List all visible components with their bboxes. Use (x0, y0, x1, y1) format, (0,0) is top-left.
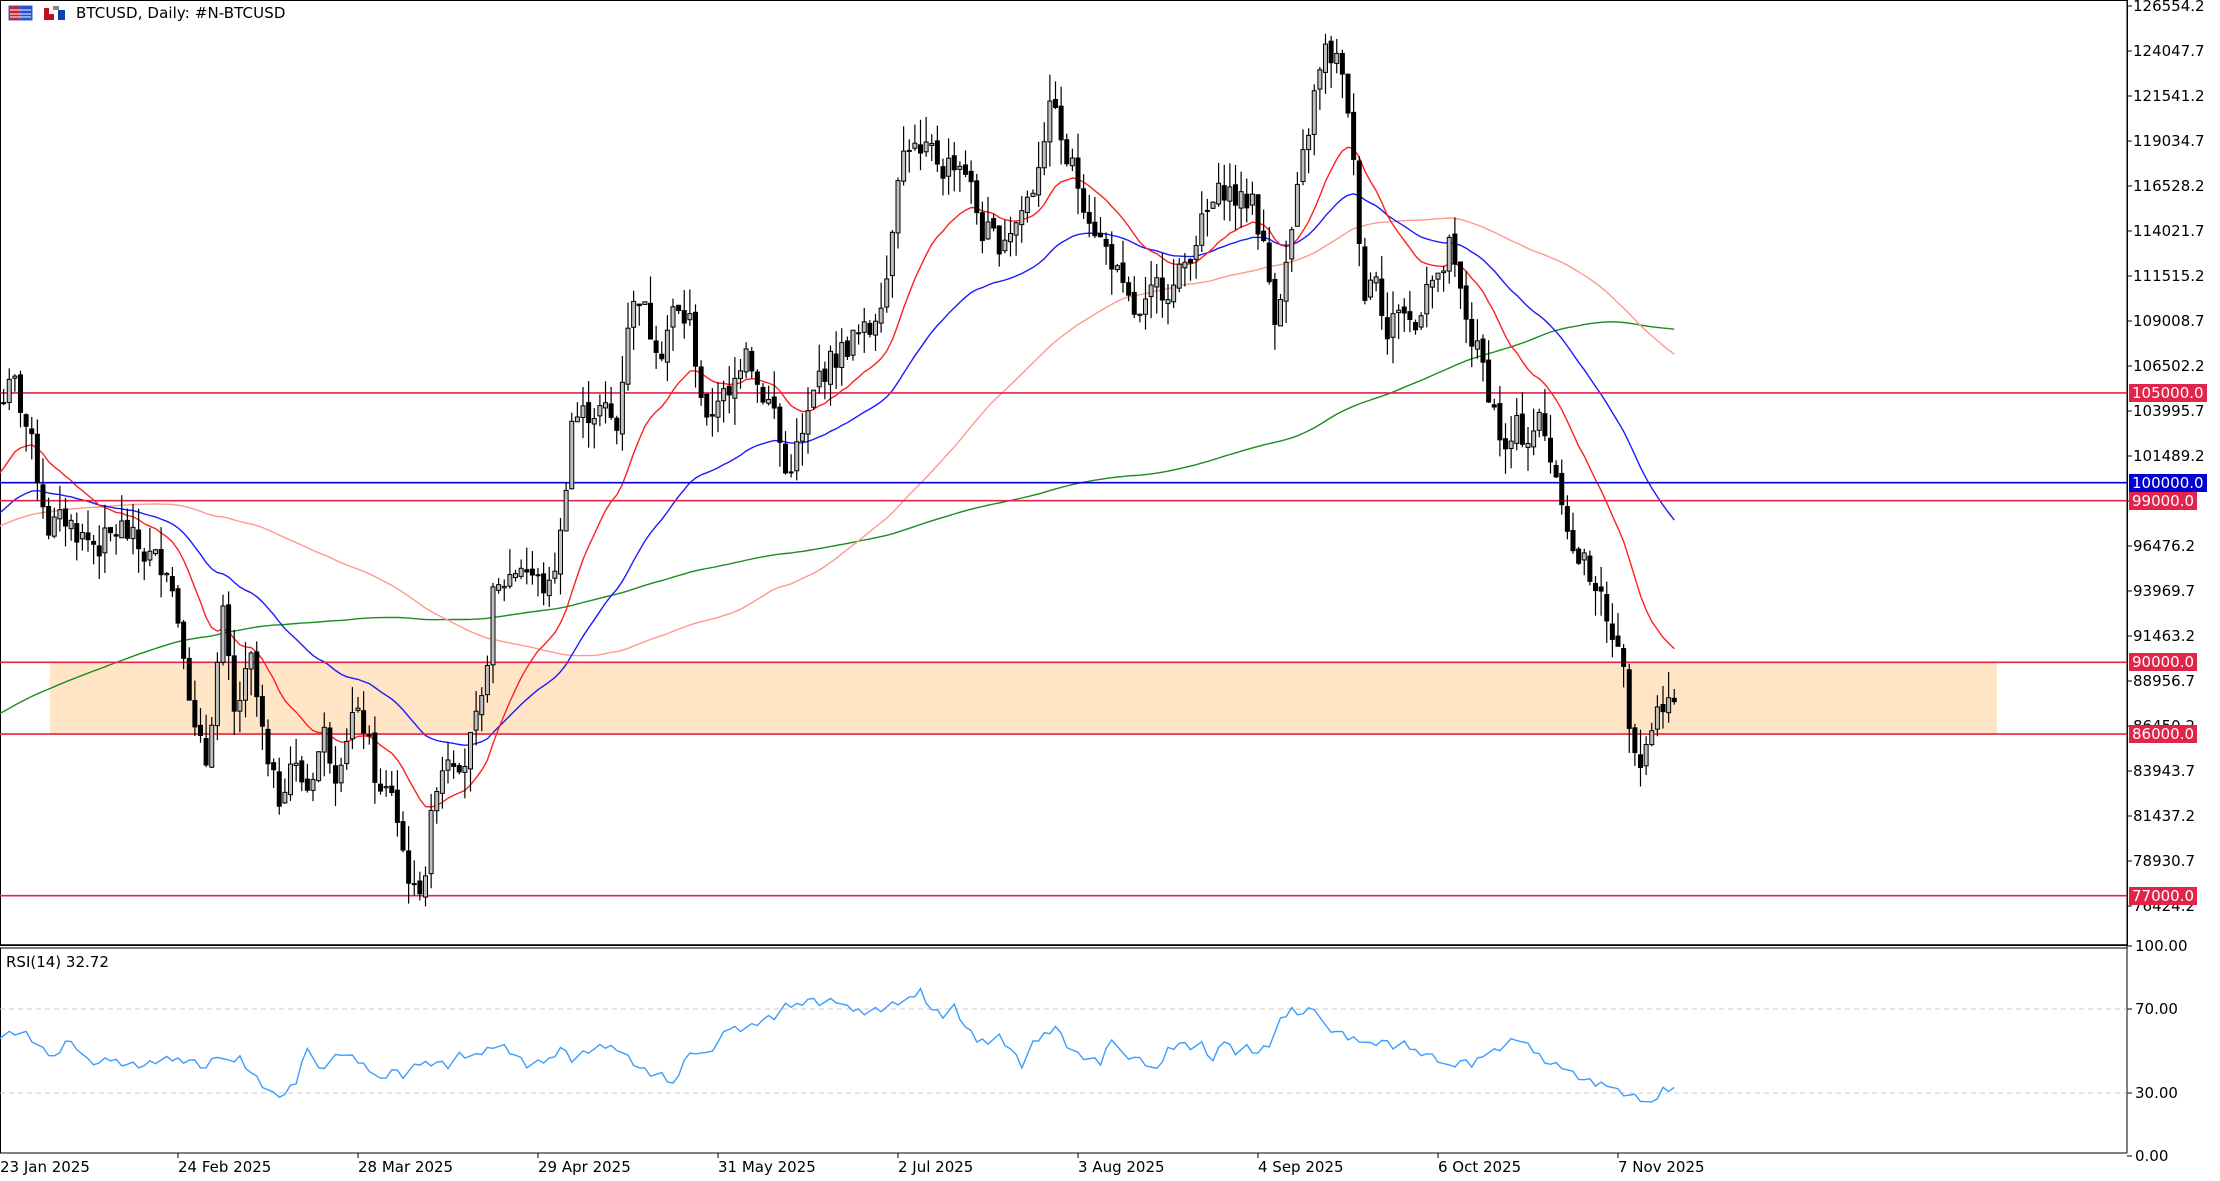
price-tick-label: 91463.2 (2133, 627, 2196, 645)
date-tick-label: 24 Feb 2025 (178, 1158, 272, 1176)
price-tick-label: 116528.2 (2133, 177, 2205, 195)
price-level-tag[interactable]: 90000.0 (2129, 653, 2198, 672)
price-level-tag[interactable]: 100000.0 (2129, 473, 2207, 492)
price-tick-label: 106502.2 (2133, 357, 2205, 375)
price-level-tag[interactable]: 77000.0 (2129, 886, 2198, 905)
date-tick-label: 29 Apr 2025 (538, 1158, 631, 1176)
date-tick-label: 6 Oct 2025 (1438, 1158, 1522, 1176)
price-tick-label: 109008.7 (2133, 312, 2205, 330)
date-tick-label: 28 Mar 2025 (358, 1158, 454, 1176)
rsi-tick-label: 70.00 (2135, 1000, 2178, 1018)
price-tick-label: 124047.7 (2133, 42, 2205, 60)
rsi-tick-label: 30.00 (2135, 1084, 2178, 1102)
date-tick-label: 23 Jan 2025 (0, 1158, 90, 1176)
ma-mid-line[interactable] (0, 193, 1675, 747)
rsi-indicator-label: RSI(14) 32.72 (6, 953, 109, 971)
candlesticks (0, 33, 1677, 907)
ma-fast-line[interactable] (0, 146, 1675, 808)
price-tick-label: 121541.2 (2133, 87, 2205, 105)
price-tick-label: 111515.2 (2133, 267, 2205, 285)
price-level-tag[interactable]: 99000.0 (2129, 491, 2198, 510)
price-tick-label: 114021.7 (2133, 222, 2205, 240)
rsi-tick-label: 0.00 (2135, 1147, 2169, 1165)
ma-200-line[interactable] (0, 321, 1675, 715)
date-tick-label: 7 Nov 2025 (1618, 1158, 1705, 1176)
price-tick-label: 88956.7 (2133, 672, 2196, 690)
price-tick-label: 93969.7 (2133, 582, 2196, 600)
price-level-tag[interactable]: 105000.0 (2129, 383, 2207, 402)
price-tick-label: 119034.7 (2133, 132, 2205, 150)
date-tick-label: 2 Jul 2025 (898, 1158, 974, 1176)
price-level-tag[interactable]: 86000.0 (2129, 725, 2198, 744)
date-tick-label: 31 May 2025 (718, 1158, 816, 1176)
one-click-trading-icon[interactable] (8, 5, 34, 21)
main-plot-frame (0, 0, 2128, 946)
price-tick-label: 101489.2 (2133, 447, 2205, 465)
price-tick-label: 103995.7 (2133, 402, 2205, 420)
rsi-line[interactable] (0, 987, 1675, 1103)
chart-title: BTCUSD, Daily: #N-BTCUSD (76, 4, 286, 22)
rsi-tick-label: 100.00 (2135, 937, 2188, 955)
support-zone[interactable] (50, 662, 1997, 735)
ma-slow-line[interactable] (0, 217, 1675, 657)
date-tick-label: 4 Sep 2025 (1258, 1158, 1344, 1176)
price-tick-label: 96476.2 (2133, 537, 2196, 555)
chart-header: BTCUSD, Daily: #N-BTCUSD (8, 2, 286, 24)
date-tick-label: 3 Aug 2025 (1078, 1158, 1165, 1176)
price-tick-label: 126554.2 (2133, 0, 2205, 15)
price-tick-label: 81437.2 (2133, 807, 2196, 825)
chart-trade-icon[interactable] (42, 5, 68, 21)
price-tick-label: 78930.7 (2133, 852, 2196, 870)
price-tick-label: 83943.7 (2133, 762, 2196, 780)
